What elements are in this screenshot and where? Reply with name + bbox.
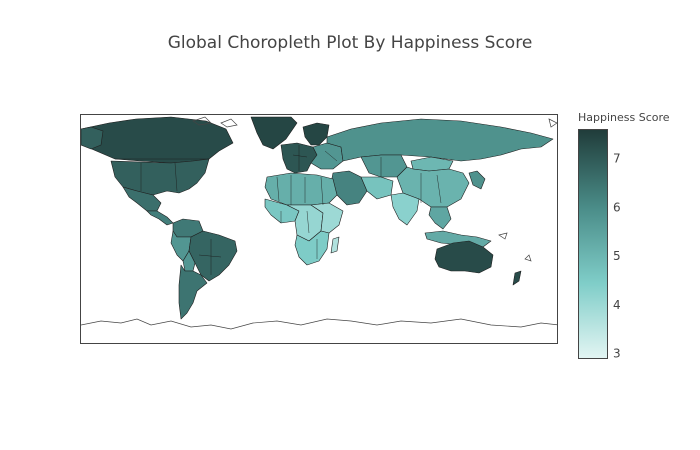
region-madagascar[interactable] [330, 236, 340, 254]
region-japan-korea[interactable] [468, 170, 486, 190]
region-scandinavia[interactable] [302, 122, 330, 146]
region-southeast-asia[interactable] [428, 206, 452, 230]
colorbar-svg: 3 4 5 6 7 [578, 129, 621, 361]
region-argentina-chile[interactable] [178, 264, 208, 320]
region-east-africa[interactable] [310, 202, 344, 234]
colorbar-tick-label: 6 [613, 200, 621, 214]
region-north-africa[interactable] [264, 172, 338, 206]
region-middle-east[interactable] [330, 170, 368, 206]
colorbar-ticks: 3 4 5 6 7 [613, 152, 621, 361]
colorbar-tick-label: 3 [613, 347, 621, 361]
region-new-zealand[interactable] [512, 270, 522, 286]
country-borders [115, 145, 442, 275]
map-frame[interactable] [80, 114, 558, 344]
region-russia[interactable] [326, 118, 554, 162]
region-bolivia[interactable] [182, 250, 196, 272]
region-iran-afghanistan[interactable] [360, 176, 394, 200]
region-central-america[interactable] [146, 210, 174, 226]
region-australia[interactable] [434, 240, 494, 274]
colorbar-tick-label: 5 [613, 249, 621, 263]
region-indonesia[interactable] [424, 230, 492, 248]
colorbar-tick-label: 7 [613, 152, 621, 166]
colorbar-title: Happiness Score [578, 111, 670, 124]
antarctica-coastline [81, 318, 557, 330]
colorbar-tick-label: 4 [613, 298, 621, 312]
region-alaska[interactable] [81, 126, 104, 150]
islands [192, 116, 557, 262]
region-southern-africa[interactable] [294, 230, 330, 266]
colorbar-gradient [578, 129, 608, 359]
region-greenland[interactable] [250, 116, 298, 150]
world-map[interactable] [81, 115, 558, 344]
region-canada[interactable] [81, 116, 234, 164]
colorbar: 3 4 5 6 7 [578, 129, 621, 361]
region-india[interactable] [390, 192, 420, 226]
chart-title: Global Choropleth Plot By Happiness Scor… [167, 33, 533, 53]
